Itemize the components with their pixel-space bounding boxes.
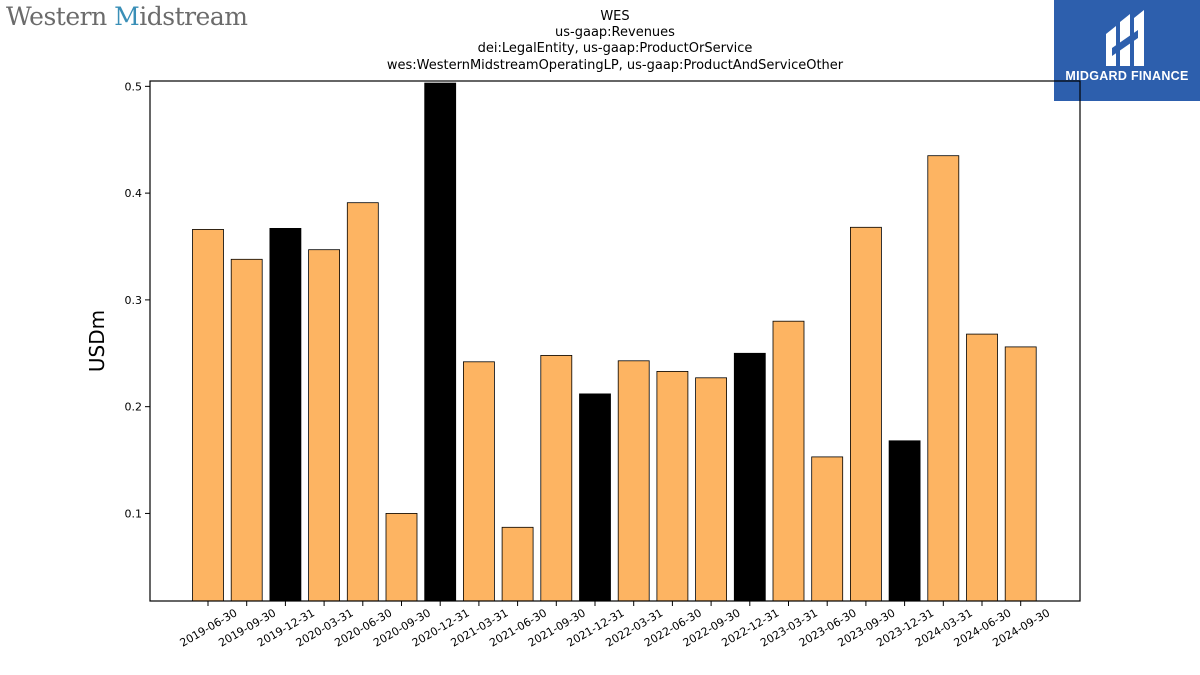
bar [501,526,534,602]
y-tick-label: 0.1 [125,507,143,520]
chart-title-line: WES [600,9,629,24]
bar [346,202,379,602]
chart-title-line: dei:LegalEntity, us-gaap:ProductOrServic… [478,41,753,56]
bar [1004,346,1037,602]
y-axis: 0.1 0.2 0.3 0.4 0.5 [125,80,150,520]
bar [424,82,457,602]
bar [695,377,727,602]
bar [308,249,341,602]
bar [192,228,224,602]
bar [772,320,805,602]
company-logo: Western Midstream [6,2,248,31]
bar [927,155,960,602]
plot-frame [149,80,1081,602]
brand-name: MIDGARD FINANCE [1065,69,1189,83]
bar [540,354,573,602]
bar [811,456,844,602]
chart-title: WES us-gaap:Revenues dei:LegalEntity, us… [387,9,844,73]
bar [385,513,418,602]
y-axis-label: USDm [85,310,109,372]
y-tick-label: 0.5 [125,80,143,93]
bar [269,227,302,602]
bar [617,360,650,602]
bar [656,370,689,602]
bar-series [192,82,1037,602]
y-tick-label: 0.4 [125,187,143,200]
x-axis: 2019-06-302019-09-302019-12-312020-03-31… [178,601,1052,650]
bar [733,352,766,602]
chart-title-line: wes:WesternMidstreamOperatingLP, us-gaap… [387,58,844,73]
brand-badge: MIDGARD FINANCE [1054,0,1200,101]
y-tick-label: 0.3 [125,294,143,307]
y-tick-label: 0.2 [125,401,143,414]
bar [462,361,495,602]
chart-title-line: us-gaap:Revenues [555,25,675,40]
bar [579,393,611,602]
bar [850,226,882,602]
midgard-logo-icon [1106,10,1144,66]
bar [230,258,263,602]
bar [888,440,921,602]
bar [966,333,998,602]
